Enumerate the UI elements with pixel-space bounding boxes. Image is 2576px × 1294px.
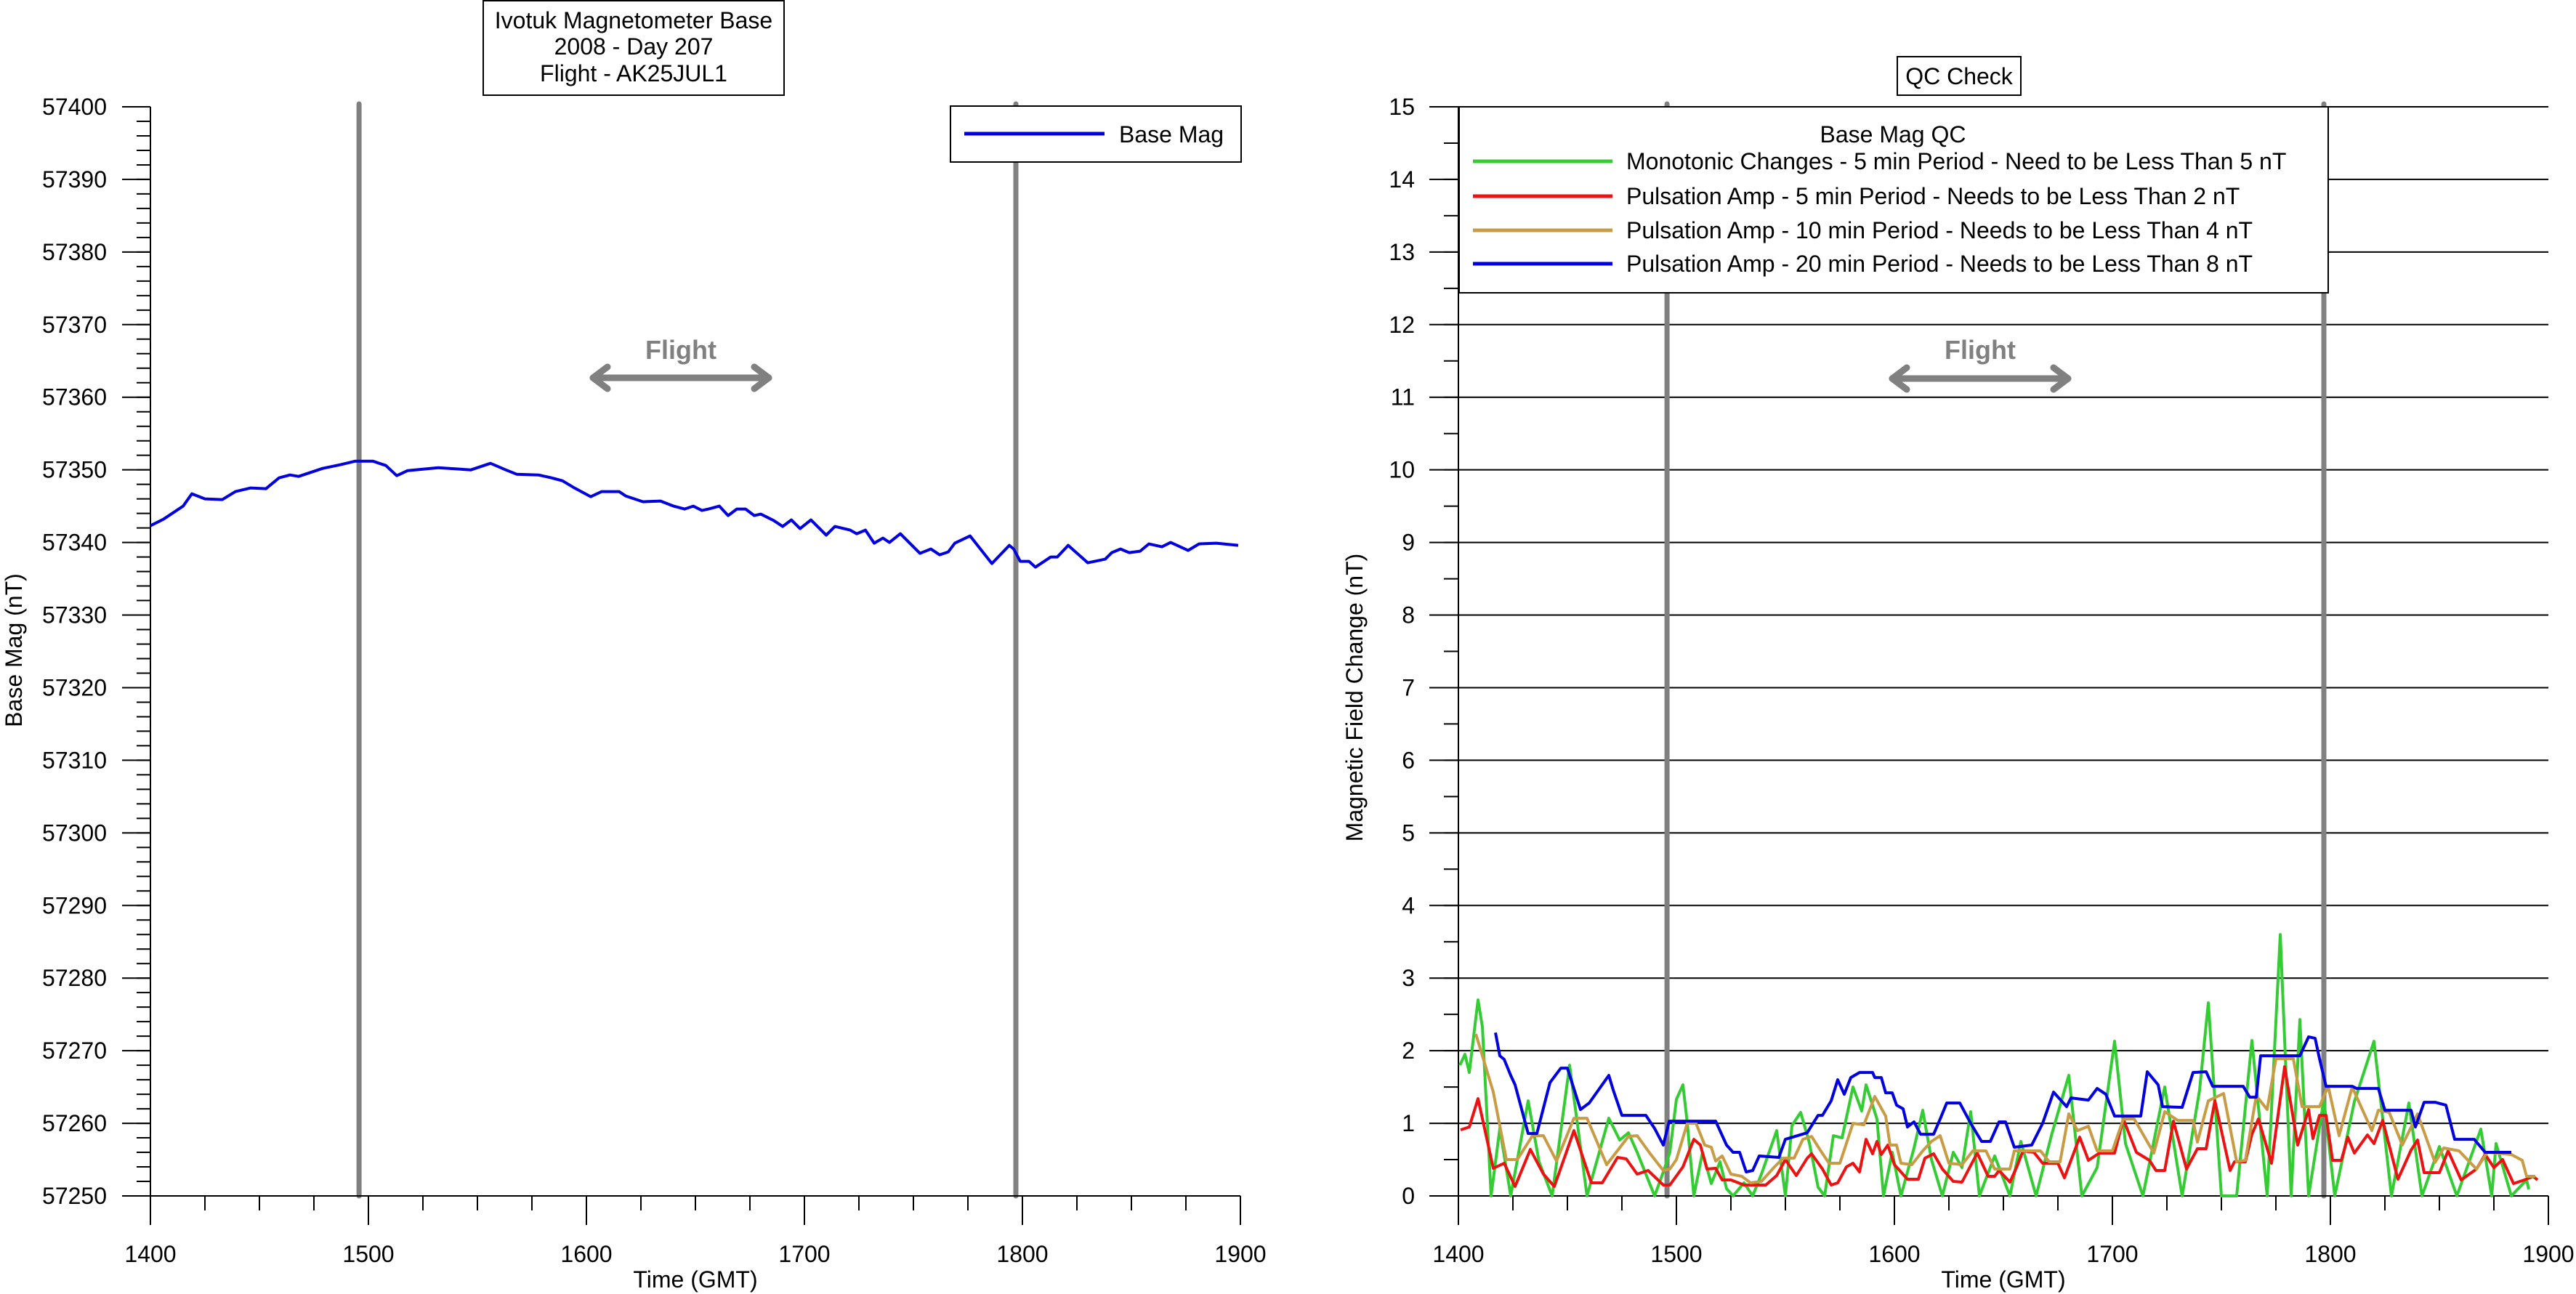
- x-tick-label: 1400: [1432, 1241, 1484, 1267]
- legend-label-monotonic: Monotonic Changes - 5 min Period - Need …: [1626, 148, 2286, 174]
- chart-title-line-2: 2008 - Day 207: [554, 33, 714, 60]
- x-tick-label: 1800: [996, 1241, 1048, 1267]
- y-tick-label: 57250: [42, 1183, 107, 1209]
- x-tick-label: 1700: [778, 1241, 830, 1267]
- y-tick-label: 57310: [42, 747, 107, 773]
- x-tick-label: 1700: [2086, 1241, 2138, 1267]
- title-box-frame: [483, 0, 785, 96]
- legend-label-pulse-10min: Pulsation Amp - 10 min Period - Needs to…: [1626, 217, 2253, 243]
- tick-labels: 57250 57260 57270 57280 57290 57300 57310 57320…: [42, 94, 1267, 1267]
- flight-markers: [356, 101, 1019, 1199]
- y-tick-label: 14: [1389, 166, 1415, 193]
- series-layer: [1458, 933, 2539, 1197]
- y-tick-label: 57280: [42, 965, 107, 991]
- y-tick-label: 57330: [42, 602, 107, 628]
- y-tick-label: 57260: [42, 1110, 107, 1136]
- x-axis-title: Time (GMT): [633, 1266, 757, 1293]
- y-tick-label: 8: [1402, 602, 1415, 628]
- x-tick-label: 1900: [1214, 1241, 1266, 1267]
- chart-title: QC Check: [1905, 63, 2014, 89]
- flight-annotation: Flight: [1889, 335, 2072, 393]
- x-tick-label: 1600: [560, 1241, 612, 1267]
- x-axis-title: Time (GMT): [1941, 1266, 2065, 1293]
- title-box-frame: [1897, 56, 2022, 96]
- x-tick-label: 1900: [2522, 1241, 2574, 1267]
- y-tick-label: 10: [1389, 457, 1415, 483]
- x-tick-label: 1800: [2304, 1241, 2356, 1267]
- legend-label-base-mag: Base Mag: [1119, 121, 1224, 147]
- legend-frame: [1458, 106, 2329, 294]
- y-tick-label: 57340: [42, 530, 107, 556]
- chart-title-line-3: Flight - AK25JUL1: [540, 60, 727, 86]
- x-tick-label: 1500: [1650, 1241, 1702, 1267]
- axes: [122, 106, 1241, 1225]
- y-tick-label: 7: [1402, 674, 1415, 700]
- double-arrow-icon: [589, 363, 772, 392]
- y-tick-label: 57380: [42, 239, 107, 265]
- series-line-pulse-10min: [1474, 1033, 2535, 1184]
- y-axis-title: Magnetic Field Change (nT): [1341, 554, 1368, 842]
- legend-label-pulse-20min: Pulsation Amp - 20 min Period - Needs to…: [1626, 251, 2253, 277]
- y-axis-title: Base Mag (nT): [1, 573, 27, 727]
- y-tick-label: 57360: [42, 384, 107, 411]
- y-tick-label: 57350: [42, 457, 107, 483]
- base-mag-chart: 57250 57260 57270 57280 57290 57300 57310 57320…: [1, 0, 1267, 1293]
- y-tick-label: 2: [1402, 1038, 1415, 1064]
- legend-label-pulse-5min: Pulsation Amp - 5 min Period - Needs to …: [1626, 183, 2240, 209]
- y-tick-label: 0: [1402, 1183, 1415, 1209]
- legend: Base Mag: [950, 105, 1242, 163]
- y-tick-label: 57370: [42, 312, 107, 338]
- title-box: QC Check: [1897, 56, 2022, 96]
- flight-annotation: Flight: [589, 335, 772, 392]
- y-tick-label: 57400: [42, 94, 107, 120]
- y-tick-label: 57320: [42, 674, 107, 700]
- y-tick-label: 5: [1402, 820, 1415, 846]
- y-tick-label: 57270: [42, 1038, 107, 1064]
- legend: Base Mag QC Monotonic Changes - 5 min Pe…: [1458, 106, 2329, 294]
- x-tick-label: 1500: [342, 1241, 394, 1267]
- x-tick-label: 1400: [124, 1241, 176, 1267]
- y-tick-label: 3: [1402, 965, 1415, 991]
- y-tick-label: 11: [1391, 384, 1415, 411]
- chart-title-line-1: Ivotuk Magnetometer Base: [495, 7, 772, 33]
- y-tick-label: 57390: [42, 166, 107, 193]
- y-tick-label: 1: [1402, 1110, 1415, 1136]
- double-arrow-icon: [1889, 364, 2072, 393]
- y-tick-label: 4: [1402, 892, 1415, 918]
- series-layer: [150, 459, 1239, 569]
- flight-label: Flight: [645, 335, 716, 365]
- x-tick-label: 1600: [1868, 1241, 1920, 1267]
- y-tick-label: 57290: [42, 892, 107, 918]
- y-tick-label: 6: [1402, 747, 1415, 773]
- legend-title: Base Mag QC: [1820, 121, 1966, 147]
- y-tick-label: 13: [1389, 239, 1415, 265]
- title-box: Ivotuk Magnetometer Base 2008 - Day 207 …: [483, 0, 785, 96]
- flight-label: Flight: [1945, 335, 2016, 365]
- y-tick-label: 9: [1402, 530, 1415, 556]
- series-line-pulse-20min: [1494, 1032, 2511, 1173]
- y-tick-label: 57300: [42, 820, 107, 846]
- y-tick-label: 12: [1389, 312, 1415, 338]
- series-line-pulse-5min: [1460, 1065, 2539, 1188]
- y-tick-label: 15: [1389, 94, 1415, 120]
- series-line-base-mag: [150, 459, 1239, 569]
